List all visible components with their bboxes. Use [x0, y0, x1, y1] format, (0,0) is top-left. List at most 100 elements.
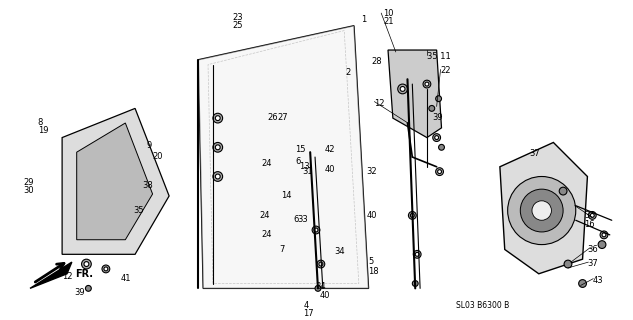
Text: 6: 6 — [296, 157, 301, 166]
Circle shape — [314, 228, 318, 232]
Text: 24: 24 — [261, 159, 272, 168]
Circle shape — [436, 168, 444, 176]
Text: 21: 21 — [383, 17, 394, 26]
Text: 24: 24 — [261, 230, 272, 239]
Circle shape — [564, 260, 572, 268]
Circle shape — [436, 96, 441, 101]
Circle shape — [213, 113, 223, 123]
Circle shape — [520, 189, 563, 232]
Circle shape — [412, 281, 418, 286]
Text: 26: 26 — [267, 113, 278, 122]
Text: 2: 2 — [345, 68, 351, 76]
Circle shape — [439, 144, 444, 150]
Text: 33: 33 — [298, 215, 308, 224]
Circle shape — [104, 267, 108, 271]
Circle shape — [423, 80, 431, 88]
Text: 35 11: 35 11 — [427, 52, 451, 61]
Text: 19: 19 — [38, 126, 48, 135]
Text: 3: 3 — [584, 211, 590, 220]
Text: 14: 14 — [281, 191, 291, 200]
Circle shape — [591, 213, 594, 217]
Circle shape — [408, 212, 417, 219]
Circle shape — [425, 82, 429, 86]
Text: 12: 12 — [374, 99, 385, 108]
Text: FR.: FR. — [75, 269, 93, 279]
Circle shape — [602, 233, 606, 237]
Circle shape — [398, 84, 408, 94]
Circle shape — [437, 170, 441, 173]
Text: 5: 5 — [368, 257, 374, 266]
Text: 7: 7 — [279, 244, 284, 253]
Text: 43: 43 — [592, 276, 603, 285]
Circle shape — [415, 252, 419, 256]
Polygon shape — [62, 108, 169, 254]
Circle shape — [315, 285, 321, 291]
Circle shape — [215, 116, 220, 121]
Text: 17: 17 — [303, 309, 314, 318]
Text: 12: 12 — [62, 272, 73, 281]
Text: SL03 B6300 B: SL03 B6300 B — [456, 301, 510, 310]
Text: 6: 6 — [294, 215, 299, 224]
Text: 16: 16 — [584, 220, 595, 229]
Text: 30: 30 — [23, 186, 34, 195]
Text: 35: 35 — [133, 206, 144, 215]
Text: 27: 27 — [277, 113, 288, 122]
Polygon shape — [30, 262, 72, 288]
Text: 34: 34 — [334, 246, 345, 256]
Circle shape — [317, 260, 325, 268]
Polygon shape — [500, 142, 587, 274]
Circle shape — [413, 251, 421, 258]
Circle shape — [213, 142, 223, 152]
Text: 41: 41 — [120, 274, 131, 283]
Polygon shape — [198, 26, 368, 288]
Text: 37: 37 — [529, 149, 540, 158]
Circle shape — [319, 262, 323, 266]
Text: 36: 36 — [587, 244, 598, 253]
Circle shape — [600, 231, 608, 239]
Text: 8: 8 — [38, 118, 43, 127]
Circle shape — [213, 172, 223, 181]
Text: 39: 39 — [75, 288, 85, 297]
Text: 9: 9 — [147, 140, 152, 149]
Text: 1: 1 — [361, 15, 366, 24]
Circle shape — [429, 106, 435, 111]
Text: 42: 42 — [325, 145, 335, 154]
Circle shape — [400, 86, 405, 92]
Circle shape — [312, 226, 320, 234]
Circle shape — [215, 174, 220, 179]
Text: 25: 25 — [232, 21, 243, 30]
Circle shape — [82, 259, 91, 269]
Text: 28: 28 — [372, 57, 382, 66]
Text: 4: 4 — [303, 301, 309, 310]
Text: 22: 22 — [441, 66, 451, 75]
Text: 40: 40 — [325, 165, 335, 174]
Text: 18: 18 — [368, 267, 379, 276]
Text: 24: 24 — [260, 211, 270, 220]
Circle shape — [598, 241, 606, 249]
Circle shape — [84, 262, 89, 267]
Text: 39: 39 — [433, 113, 443, 122]
Circle shape — [215, 145, 220, 150]
Circle shape — [579, 280, 586, 287]
Circle shape — [589, 212, 596, 219]
Circle shape — [85, 285, 91, 291]
Text: 37: 37 — [587, 259, 598, 268]
Text: 20: 20 — [153, 152, 163, 161]
Text: 40: 40 — [320, 291, 330, 300]
Circle shape — [532, 201, 551, 220]
Text: 15: 15 — [296, 145, 306, 154]
Text: 10: 10 — [383, 9, 394, 18]
Polygon shape — [77, 123, 153, 240]
Circle shape — [435, 136, 439, 140]
Text: 13: 13 — [299, 162, 310, 171]
Text: 40: 40 — [367, 211, 377, 220]
Circle shape — [410, 213, 414, 217]
Circle shape — [508, 177, 576, 244]
Text: 29: 29 — [23, 179, 34, 188]
Circle shape — [102, 265, 110, 273]
Text: 31: 31 — [303, 167, 313, 176]
Text: 38: 38 — [142, 181, 153, 190]
Text: 34: 34 — [315, 282, 325, 291]
Text: 23: 23 — [232, 13, 243, 22]
Circle shape — [433, 134, 441, 141]
